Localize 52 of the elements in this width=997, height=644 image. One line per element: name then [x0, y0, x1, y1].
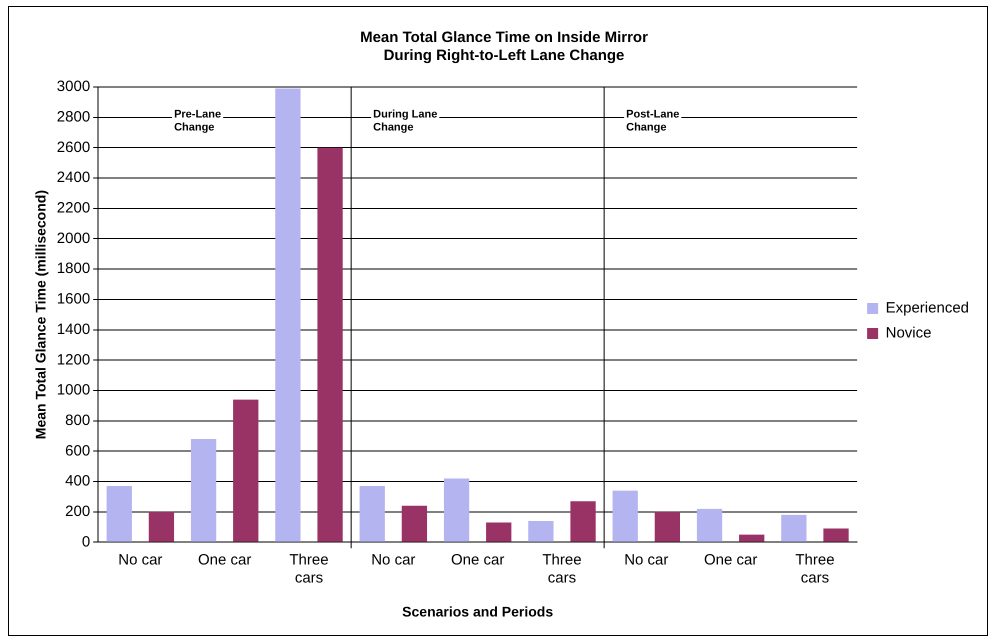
bar	[654, 512, 680, 542]
text: Mean Total Glance Time on Inside Mirror	[360, 29, 648, 46]
x-tick-label: One car	[450, 551, 504, 568]
y-tick-label: 3000	[56, 78, 90, 96]
y-tick-label: 200	[65, 502, 90, 520]
y-tick-label: 400	[65, 472, 90, 490]
y-tick-label: 0	[82, 533, 90, 550]
bar	[781, 514, 807, 542]
annotation: During Lane Change	[373, 108, 438, 134]
bar	[233, 400, 258, 542]
bar	[570, 501, 596, 542]
legend-label: Novice	[886, 324, 932, 342]
x-tick-label: Three cars	[542, 551, 582, 586]
y-tick-label: 2800	[56, 108, 90, 126]
y-tick-label: 1600	[56, 290, 90, 308]
bar	[317, 148, 343, 542]
y-tick-label: 800	[65, 412, 90, 429]
bar	[612, 490, 638, 542]
bar	[528, 520, 554, 542]
x-tick-label: Three cars	[795, 551, 835, 586]
bar	[823, 528, 849, 542]
x-axis-title: Scenarios and Periods	[402, 603, 554, 620]
y-tick-label: 1200	[56, 351, 90, 368]
x-tick-label: One car	[704, 551, 758, 568]
y-tick-label: 1400	[56, 320, 90, 338]
y-tick-label: 1800	[56, 260, 90, 278]
bar	[486, 522, 512, 542]
y-tick-label: 2600	[56, 138, 90, 156]
x-tick-label: No car	[624, 551, 668, 568]
y-tick-label: 1000	[56, 382, 90, 399]
x-tick-label: No car	[371, 551, 416, 568]
y-tick-label: 2000	[56, 230, 90, 247]
bar	[402, 506, 428, 542]
bar	[190, 439, 216, 542]
y-axis-title: Mean Total Glance Time (millisecond)	[32, 190, 48, 440]
bar	[739, 534, 764, 542]
y-tick-label: 600	[65, 442, 90, 460]
annotation: Post-Lane Change	[626, 108, 680, 134]
bar	[148, 512, 174, 542]
bar	[275, 88, 301, 542]
x-tick-label: Three cars	[289, 551, 329, 586]
y-tick-label: 2400	[56, 169, 90, 186]
bar	[360, 486, 385, 542]
legend-label: Experienced	[886, 300, 970, 317]
text: During Right-to-Left Lane Change	[384, 47, 624, 64]
x-tick-label: One car	[198, 551, 252, 568]
bar	[106, 486, 132, 542]
annotation: Pre-Lane Change	[174, 108, 222, 134]
y-tick-label: 2200	[56, 200, 90, 217]
x-tick-label: No car	[118, 551, 162, 568]
bar	[444, 478, 470, 542]
bar	[696, 508, 722, 542]
